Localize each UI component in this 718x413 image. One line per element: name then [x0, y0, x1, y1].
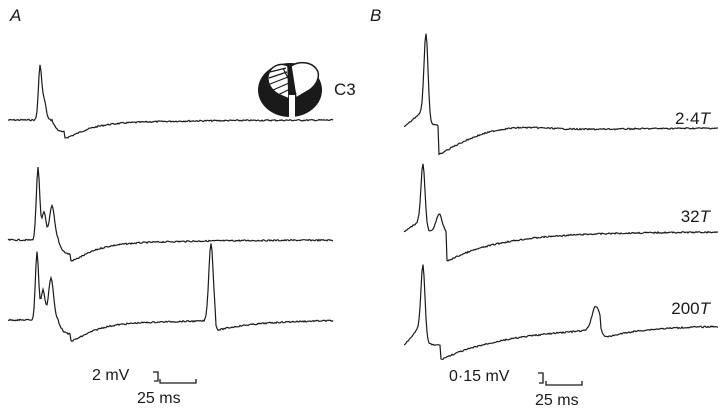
panel-b-label: B [370, 6, 382, 25]
panel-b-amplitude-scale: 0·15 mV [449, 368, 510, 385]
stim-label-3: 200T [671, 299, 710, 318]
stim-label-2: 32T [680, 207, 710, 226]
trace-b-3 [403, 264, 718, 360]
panel-a-label: A [10, 6, 22, 25]
spinal-cord-section-icon [258, 61, 322, 117]
trace-a-2 [7, 166, 334, 262]
trace-a-3 [7, 243, 334, 343]
panel-a-traces [7, 64, 334, 343]
panel-a-time-scale: 25 ms [137, 390, 181, 407]
section-level-label: C3 [334, 80, 356, 99]
panel-b-scale-bar [538, 372, 583, 386]
panel-a-amplitude-scale: 2 mV [92, 367, 130, 384]
panel-b-time-scale: 25 ms [535, 392, 579, 409]
trace-a-1 [7, 64, 334, 139]
trace-b-1 [403, 33, 718, 156]
panel-b-traces [403, 33, 718, 360]
panel-a-scale-bar [153, 371, 197, 384]
trace-b-2 [403, 163, 718, 262]
stim-label-1: 2·4T [675, 109, 710, 128]
